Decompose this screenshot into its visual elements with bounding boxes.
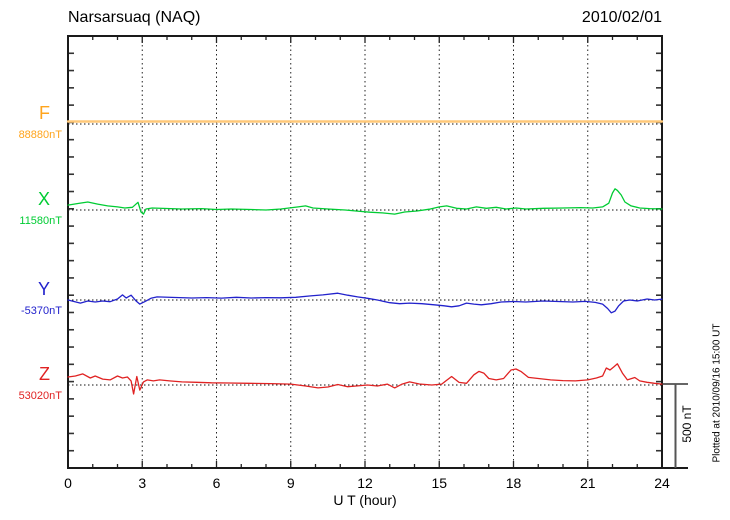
x-tick-label-18: 18 xyxy=(505,475,522,491)
x-tick-label-3: 3 xyxy=(138,475,147,491)
plot-date: 2010/02/01 xyxy=(581,9,662,26)
plotted-at-note: Plotted at 2010/09/16 15:00 UT xyxy=(711,323,723,463)
component-label-z: Z xyxy=(39,364,50,384)
x-tick-label-12: 12 xyxy=(357,475,373,491)
component-value-x: 11580nT xyxy=(19,215,62,227)
component-value-f: 88880nT xyxy=(18,129,62,141)
x-tick-label-0: 0 xyxy=(64,475,72,491)
station-title: Narsarsuaq (NAQ) xyxy=(68,9,201,26)
scale-bar-label: 500 nT xyxy=(680,405,694,443)
x-tick-label-24: 24 xyxy=(654,475,670,491)
trace-x xyxy=(67,188,663,215)
component-value-z: 53020nT xyxy=(18,390,62,402)
x-axis-label: U T (hour) xyxy=(333,492,397,508)
trace-z xyxy=(67,363,663,395)
component-label-f: F xyxy=(39,103,50,123)
x-tick-label-21: 21 xyxy=(579,475,596,491)
component-label-y: Y xyxy=(37,279,50,299)
trace-y xyxy=(67,292,663,314)
component-label-x: X xyxy=(37,189,50,209)
x-tick-label-9: 9 xyxy=(286,475,295,491)
component-value-y: -5370nT xyxy=(21,305,62,317)
x-tick-label-15: 15 xyxy=(431,475,448,491)
x-tick-label-6: 6 xyxy=(212,475,221,491)
